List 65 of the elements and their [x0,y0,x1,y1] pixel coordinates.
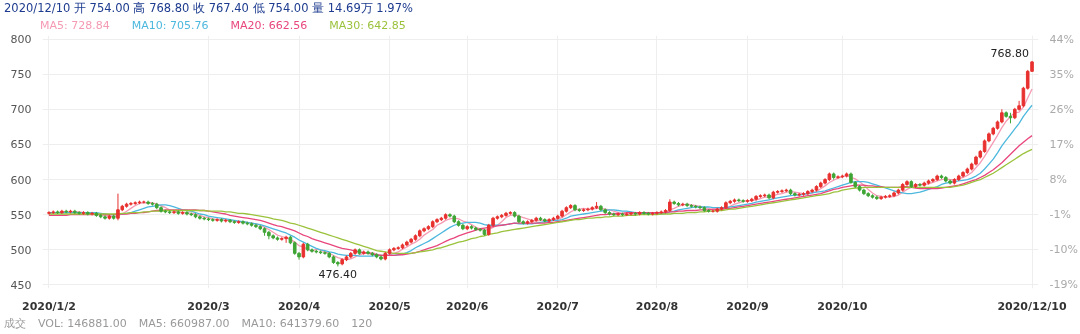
y-tick-label: 800 [10,33,32,47]
x-tick-label: 2020/12/10 [997,299,1068,313]
text: MA5: 728.84 [40,19,110,32]
text: VOL: 146881.00 [38,317,127,330]
y-tick-label: 600 [10,173,32,187]
x-tick-label: 2020/6 [446,299,489,313]
y2-tick-label: 35% [1049,67,1074,81]
candlestick [215,217,219,223]
y2-tick-label: -19% [1049,278,1078,292]
y-tick-label: 750 [10,68,32,82]
y-tick-label: 500 [10,243,32,257]
candlestick [918,182,922,188]
candlestick [267,230,271,240]
y2-tick-label: 44% [1049,32,1074,46]
candlestick [47,210,51,216]
candlestick [129,201,133,207]
x-tick-label: 2020/8 [635,299,679,313]
y2-tick-label: -1% [1049,208,1071,222]
candlestick [655,210,659,216]
y-tick-label: 550 [10,208,32,222]
candlestick [836,174,840,180]
candlestick [172,209,176,215]
candlestick [478,227,482,233]
annotation: 768.80 [990,46,1030,60]
x-tick-label: 2020/7 [536,299,579,313]
annotation: 476.40 [318,268,358,282]
y2-tick-label: -10% [1049,243,1078,257]
y-tick-label: 700 [10,103,32,117]
text: MA10: 705.76 [131,19,209,32]
x-tick-label: 2020/10 [817,299,868,313]
candlestick [228,218,232,224]
candlestick [530,218,534,224]
text: 成交 [4,317,26,330]
candlestick [77,210,81,216]
candlestick [198,214,202,221]
y-tick-label: 650 [10,138,32,152]
candlestick [685,202,689,208]
chart-title: 2020/12/10 开 754.00 高 768.80 收 767.40 低 754.00 量 14.69万 1.97% [3,1,413,16]
candlestick [741,198,745,204]
candlestick [448,212,452,219]
candlestick [254,223,258,229]
x-tick-label: 2020/1/2 [21,299,76,313]
candlestick [642,210,646,216]
x-tick-label: 2020/3 [187,299,230,313]
text: MA30: 642.85 [329,19,406,32]
text: MA5: 660987.00 [138,317,230,330]
candlestick [116,193,120,221]
candlestick [323,250,327,256]
y2-tick-label: 17% [1049,137,1074,151]
candlestick [780,188,784,194]
candlestick [310,247,314,254]
text: 120 [351,317,373,330]
x-tick-label: 2020/9 [726,299,769,313]
y2-tick-label: 26% [1049,102,1074,116]
candlestick [284,235,288,244]
x-tick-label: 2020/4 [277,299,321,313]
candlestick [241,219,245,226]
x-tick-label: 2020/5 [368,299,411,313]
y-tick-label: 450 [10,278,32,292]
text: MA20: 662.56 [230,19,308,32]
y2-tick-label: 8% [1049,173,1067,187]
text: MA10: 641379.60 [241,317,340,330]
candlestick [103,214,107,221]
candlestick [60,209,64,215]
candlestick [392,246,396,252]
